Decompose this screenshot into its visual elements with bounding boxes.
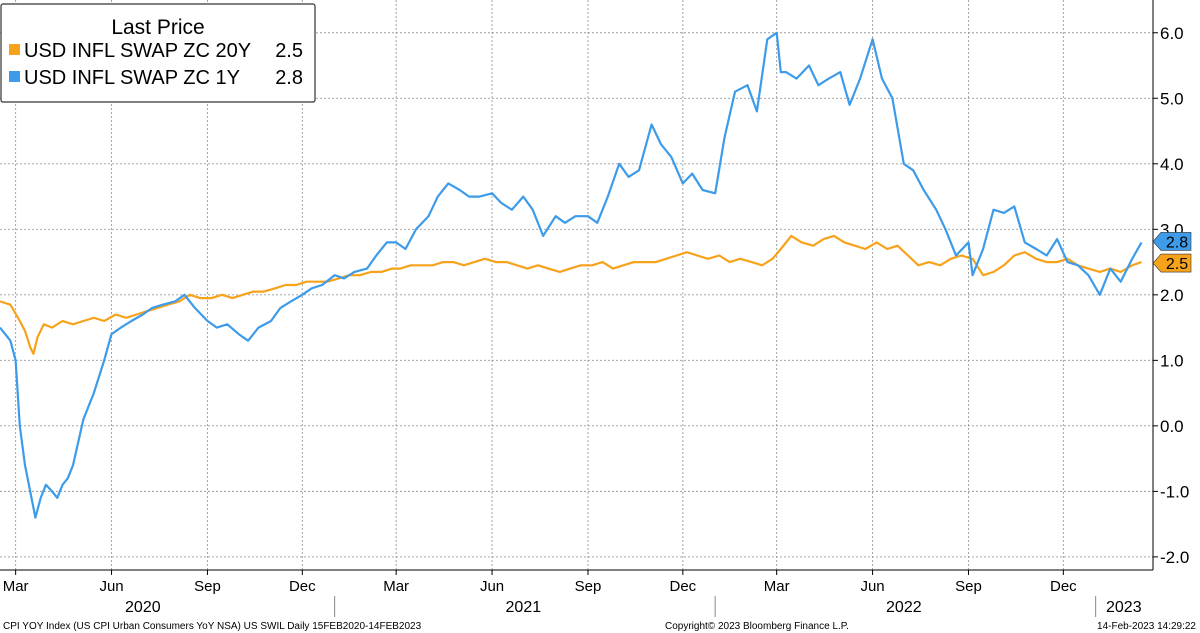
legend: Last Price USD INFL SWAP ZC 20Y 2.5 USD … (0, 3, 316, 103)
x-month-label: Sep (194, 578, 221, 595)
legend-swatch-1y (9, 71, 20, 82)
footer-copyright: Copyright© 2023 Bloomberg Finance L.P. (665, 621, 849, 632)
x-month-label: Sep (575, 578, 602, 595)
footer-timestamp: 14-Feb-2023 14:29:22 (1097, 621, 1196, 632)
x-year-label: 2020 (125, 599, 161, 616)
x-month-label: Jun (480, 578, 504, 595)
x-month-label: Sep (955, 578, 982, 595)
end-marker-tag (1152, 253, 1192, 273)
legend-swatch-20y (9, 44, 20, 55)
x-month-label: Jun (860, 578, 884, 595)
x-month-label: Mar (3, 578, 29, 595)
x-month-label: Dec (669, 578, 696, 595)
footer: CPI YOY Index (US CPI Urban Consumers Yo… (3, 621, 1196, 632)
series-layer (0, 31, 1143, 519)
legend-label-20y: USD INFL SWAP ZC 20Y (24, 40, 251, 62)
x-year-label: 2021 (506, 599, 542, 616)
y-tick-label: 0.0 (1160, 417, 1184, 436)
x-axis: Mar Jun Sep Dec Mar Jun Sep Dec Mar Jun Sep Dec 2020… (0, 569, 1153, 617)
x-month-label: Jun (99, 578, 123, 595)
x-month-label: Mar (383, 578, 409, 595)
legend-label-1y: USD INFL SWAP ZC 1Y (24, 67, 240, 89)
end-value-markers: 2.82.5 (1152, 232, 1192, 273)
y-axis: -2.0-1.00.01.02.03.04.05.06.0 (1152, 0, 1189, 570)
y-tick-label: -2.0 (1160, 548, 1189, 567)
legend-box (0, 3, 316, 103)
footer-source: CPI YOY Index (US CPI Urban Consumers Yo… (3, 621, 422, 632)
series-line-1y (0, 31, 1143, 519)
x-month-label: Dec (289, 578, 316, 595)
x-year-label: 2022 (886, 599, 922, 616)
x-year-label: 2023 (1106, 599, 1142, 616)
legend-value-20y: 2.5 (275, 40, 303, 62)
y-tick-label: 4.0 (1160, 155, 1184, 174)
end-marker-label: 2.8 (1166, 234, 1188, 251)
y-tick-label: 6.0 (1160, 24, 1184, 43)
legend-value-1y: 2.8 (275, 67, 303, 89)
y-tick-label: 5.0 (1160, 89, 1184, 108)
legend-title: Last Price (111, 16, 204, 39)
grid-lines (0, 0, 1153, 570)
y-tick-label: 1.0 (1160, 351, 1184, 370)
x-month-label: Dec (1050, 578, 1077, 595)
y-tick-label: 2.0 (1160, 286, 1184, 305)
end-marker-label: 2.5 (1166, 256, 1188, 273)
end-marker-tag (1152, 232, 1192, 251)
x-month-label: Mar (764, 578, 790, 595)
series-line-20y (0, 234, 1142, 355)
y-tick-label: -1.0 (1160, 482, 1189, 501)
